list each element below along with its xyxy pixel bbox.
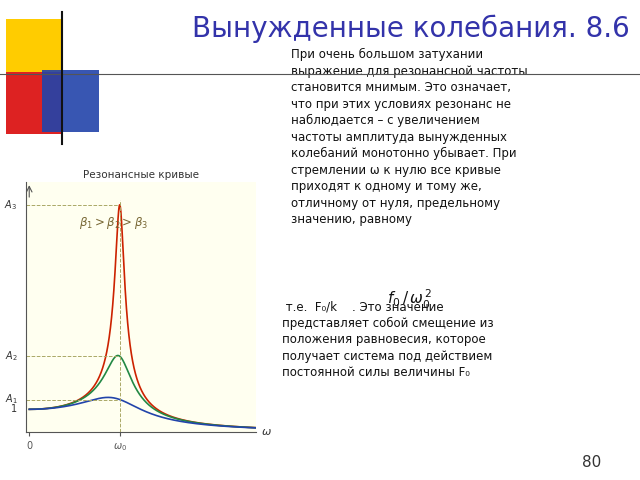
Text: т.е.  F₀/k    . Это значение
представляет собой смещение из
положения равновесия: т.е. F₀/k . Это значение представляет со… (282, 300, 493, 379)
Text: $f_0\,/\,\omega_0^{\,2}$: $f_0\,/\,\omega_0^{\,2}$ (387, 288, 433, 311)
Text: $A_2$: $A_2$ (4, 349, 17, 363)
Text: При очень большом затухании
выражение для резонансной частоты
становится мнимым.: При очень большом затухании выражение дл… (291, 48, 528, 227)
Text: $\omega$: $\omega$ (260, 427, 271, 437)
Title: Резонансные кривые: Резонансные кривые (83, 170, 199, 180)
Text: Вынужденные колебания. 8.6: Вынужденные колебания. 8.6 (192, 14, 630, 43)
Text: 80: 80 (582, 456, 602, 470)
Text: $A_3$: $A_3$ (4, 198, 17, 212)
Text: 1: 1 (12, 404, 17, 414)
Text: $\beta_1>\beta_2>\beta_3$: $\beta_1>\beta_2>\beta_3$ (79, 215, 148, 231)
Text: $A_1$: $A_1$ (4, 393, 17, 407)
